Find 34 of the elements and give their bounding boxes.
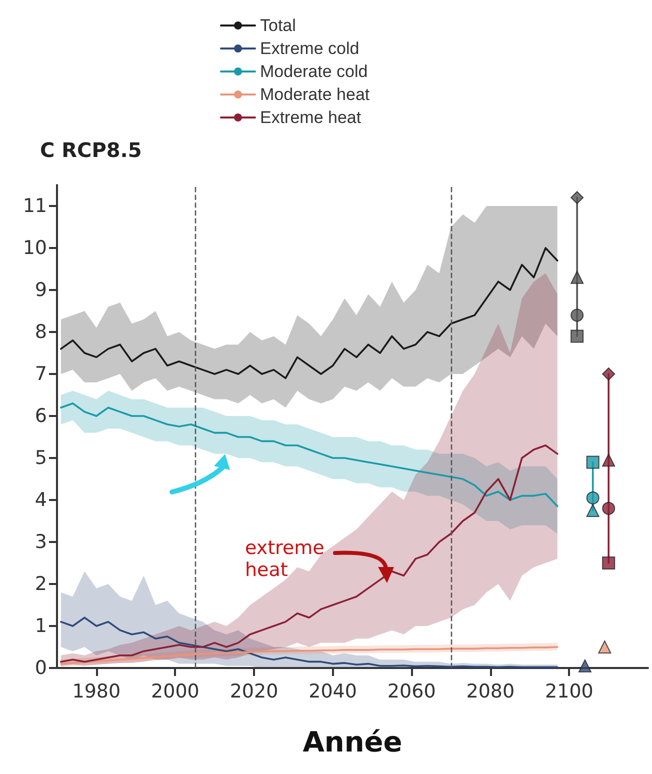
y-tick-label: 3 xyxy=(34,531,47,553)
x-tick-label: 1980 xyxy=(72,680,121,702)
line-series xyxy=(60,646,558,665)
line-series xyxy=(60,616,558,668)
y-tick-label: 4 xyxy=(34,489,47,511)
y-tick-label: 0 xyxy=(34,657,47,679)
y-tick-label: 11 xyxy=(22,195,47,217)
annotation: extreme heat xyxy=(245,537,330,581)
chart-title: C RCP8.5 xyxy=(40,138,142,162)
y-tick-label: 8 xyxy=(34,321,47,343)
legend-label: Moderate cold xyxy=(260,62,368,81)
legend-label: Moderate heat xyxy=(260,85,370,104)
y-tick-label: 5 xyxy=(34,447,47,469)
legend-label: Extreme heat xyxy=(260,108,362,127)
point xyxy=(598,640,612,654)
y-tick-label: 10 xyxy=(22,237,47,259)
x-axis-title: Année xyxy=(302,726,402,758)
legend-label: Total xyxy=(260,16,296,35)
x-tick-label: 2040 xyxy=(308,680,357,702)
x-tick-label: 2020 xyxy=(230,680,278,702)
x-tick-label: 2080 xyxy=(466,680,515,702)
line-series xyxy=(60,247,558,380)
y-tick-label: 2 xyxy=(34,573,47,595)
legend-label: Extreme cold xyxy=(260,39,360,58)
line-series xyxy=(60,444,558,663)
x-tick-label: 2100 xyxy=(545,680,594,702)
y-tick-label: 9 xyxy=(34,279,47,301)
x-tick-label: 2060 xyxy=(387,680,436,702)
line-series xyxy=(60,402,558,508)
point xyxy=(578,659,592,672)
y-tick-label: 1 xyxy=(34,615,47,637)
y-tick-label: 6 xyxy=(34,405,47,427)
y-tick-label: 7 xyxy=(34,363,47,385)
x-tick-label: 2000 xyxy=(151,680,200,702)
